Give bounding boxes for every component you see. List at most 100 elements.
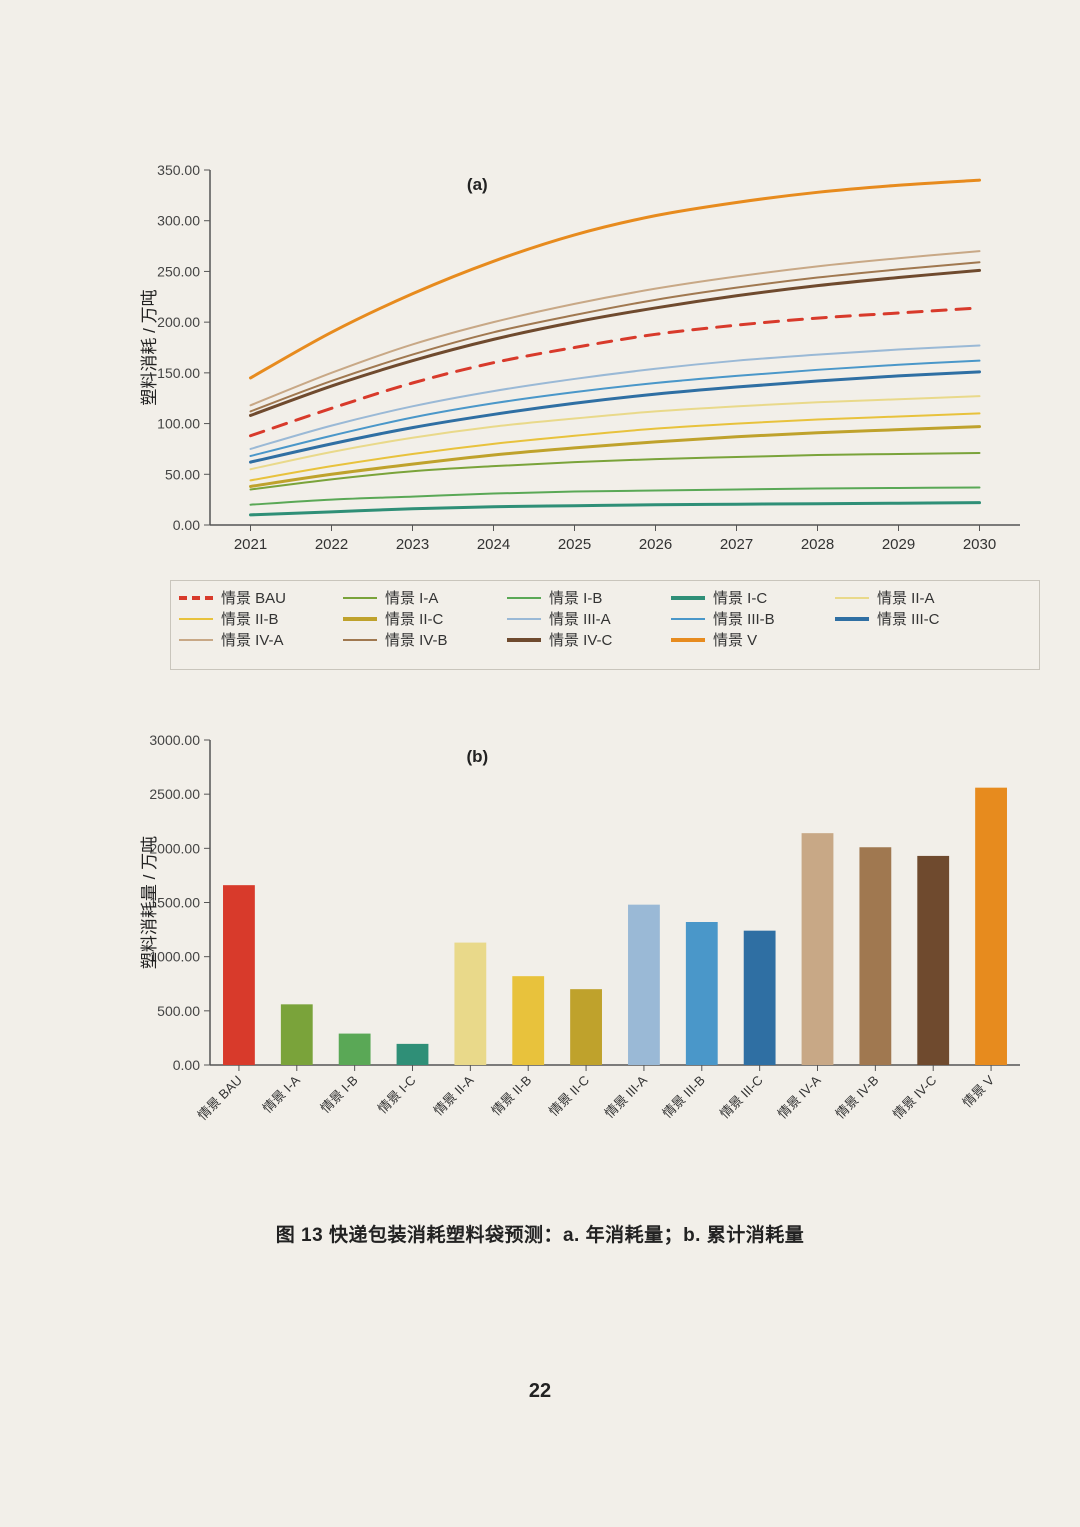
legend-label-II-B: 情景 II-B [221,608,279,629]
bar-label-I-C: 情景 I-C [375,1073,419,1117]
line-series-IV-B [251,262,980,411]
legend-swatch-V [671,638,705,642]
bar-I-A [281,1004,313,1065]
bar-label-IV-C: 情景 IV-C [890,1073,939,1122]
svg-text:(a): (a) [467,175,488,194]
legend-label-BAU: 情景 BAU [221,587,286,608]
svg-text:2022: 2022 [315,536,348,553]
legend-item-I-C: 情景 I-C [671,587,821,608]
legend-item-I-A: 情景 I-A [343,587,493,608]
legend-swatch-II-C [343,617,377,621]
legend-label-II-A: 情景 II-A [877,587,935,608]
bar-IV-B [859,847,891,1065]
svg-text:3000.00: 3000.00 [149,732,200,748]
svg-text:200.00: 200.00 [157,314,200,330]
bar-IV-A [802,833,834,1065]
svg-text:2024: 2024 [477,536,510,553]
legend-label-IV-C: 情景 IV-C [549,629,612,650]
legend-label-I-C: 情景 I-C [713,587,767,608]
svg-text:2028: 2028 [801,536,834,553]
legend-item-IV-C: 情景 IV-C [507,629,657,650]
svg-text:2500.00: 2500.00 [149,786,200,802]
bar-III-B [686,922,718,1065]
bar-label-II-B: 情景 II-B [488,1073,534,1119]
legend-item-III-A: 情景 III-A [507,608,657,629]
legend-swatch-I-B [507,597,541,599]
page-number: 22 [0,1380,1080,1403]
legend-label-V: 情景 V [713,629,757,650]
bar-label-I-A: 情景 I-A [260,1072,304,1116]
svg-text:2030: 2030 [963,536,996,553]
svg-text:250.00: 250.00 [157,263,200,279]
legend-item-V: 情景 V [671,629,821,650]
legend-swatch-IV-B [343,639,377,641]
legend-swatch-III-C [835,617,869,621]
svg-text:100.00: 100.00 [157,416,200,432]
bar-label-III-C: 情景 III-C [717,1073,766,1122]
legend-swatch-IV-A [179,639,213,641]
legend-item-II-A: 情景 II-A [835,587,985,608]
legend-swatch-I-C [671,596,705,600]
legend-swatch-III-B [671,618,705,620]
legend-swatch-II-A [835,597,869,599]
svg-text:2026: 2026 [639,536,672,553]
chart-a-container: 0.0050.00100.00150.00200.00250.00300.003… [140,150,1040,570]
legend-item-IV-A: 情景 IV-A [179,629,329,650]
bar-label-V: 情景 V [960,1072,998,1110]
bar-IV-C [917,856,949,1065]
line-series-I-C [251,503,980,515]
figure-caption: 图 13 快递包装消耗塑料袋预测：a. 年消耗量；b. 累计消耗量 [0,1220,1080,1247]
line-series-IV-C [251,270,980,415]
line-series-IV-A [251,251,980,405]
bar-label-III-B: 情景 III-B [660,1073,708,1121]
bar-label-II-C: 情景 II-C [546,1073,592,1119]
bar-II-A [454,943,486,1065]
legend-item-III-C: 情景 III-C [835,608,985,629]
legend-label-IV-B: 情景 IV-B [385,629,448,650]
svg-text:0.00: 0.00 [173,1057,200,1073]
legend-item-BAU: 情景 BAU [179,587,329,608]
bar-V [975,788,1007,1065]
bar-II-C [570,989,602,1065]
svg-text:350.00: 350.00 [157,162,200,178]
page-root: 0.0050.00100.00150.00200.00250.00300.003… [0,0,1080,1527]
svg-text:2023: 2023 [396,536,429,553]
bar-BAU [223,885,255,1065]
svg-text:0.00: 0.00 [173,517,200,533]
svg-text:(b): (b) [466,747,488,766]
svg-text:300.00: 300.00 [157,213,200,229]
legend-label-III-A: 情景 III-A [549,608,611,629]
bar-III-A [628,905,660,1065]
legend-swatch-BAU [179,596,213,600]
svg-text:2025: 2025 [558,536,591,553]
chart-a-svg: 0.0050.00100.00150.00200.00250.00300.003… [140,150,1040,570]
bar-label-III-A: 情景 III-A [602,1072,651,1121]
bar-II-B [512,976,544,1065]
bar-label-I-B: 情景 I-B [317,1073,360,1116]
bar-label-II-A: 情景 II-A [431,1072,477,1118]
bar-label-BAU: 情景 BAU [195,1073,245,1123]
bar-label-IV-A: 情景 IV-A [775,1072,824,1121]
line-series-III-B [251,361,980,456]
legend-item-III-B: 情景 III-B [671,608,821,629]
legend-swatch-II-B [179,618,213,620]
bar-III-C [744,931,776,1065]
line-series-II-C [251,427,980,487]
legend-item-I-B: 情景 I-B [507,587,657,608]
legend-label-III-C: 情景 III-C [877,608,940,629]
svg-text:塑料消耗量 / 万吨: 塑料消耗量 / 万吨 [140,836,159,969]
legend-item-II-C: 情景 II-C [343,608,493,629]
bar-I-C [397,1044,429,1065]
legend-swatch-III-A [507,618,541,620]
svg-text:2029: 2029 [882,536,915,553]
bar-I-B [339,1034,371,1065]
legend-swatch-IV-C [507,638,541,642]
svg-text:500.00: 500.00 [157,1003,200,1019]
legend-label-I-A: 情景 I-A [385,587,438,608]
svg-text:2027: 2027 [720,536,753,553]
legend-label-IV-A: 情景 IV-A [221,629,284,650]
chart-a-legend: 情景 BAU情景 I-A情景 I-B情景 I-C情景 II-A情景 II-B情景… [170,580,1040,670]
chart-b-svg: 0.00500.001000.001500.002000.002500.0030… [140,720,1040,1160]
chart-b-container: 0.00500.001000.001500.002000.002500.0030… [140,720,1040,1160]
legend-label-I-B: 情景 I-B [549,587,602,608]
